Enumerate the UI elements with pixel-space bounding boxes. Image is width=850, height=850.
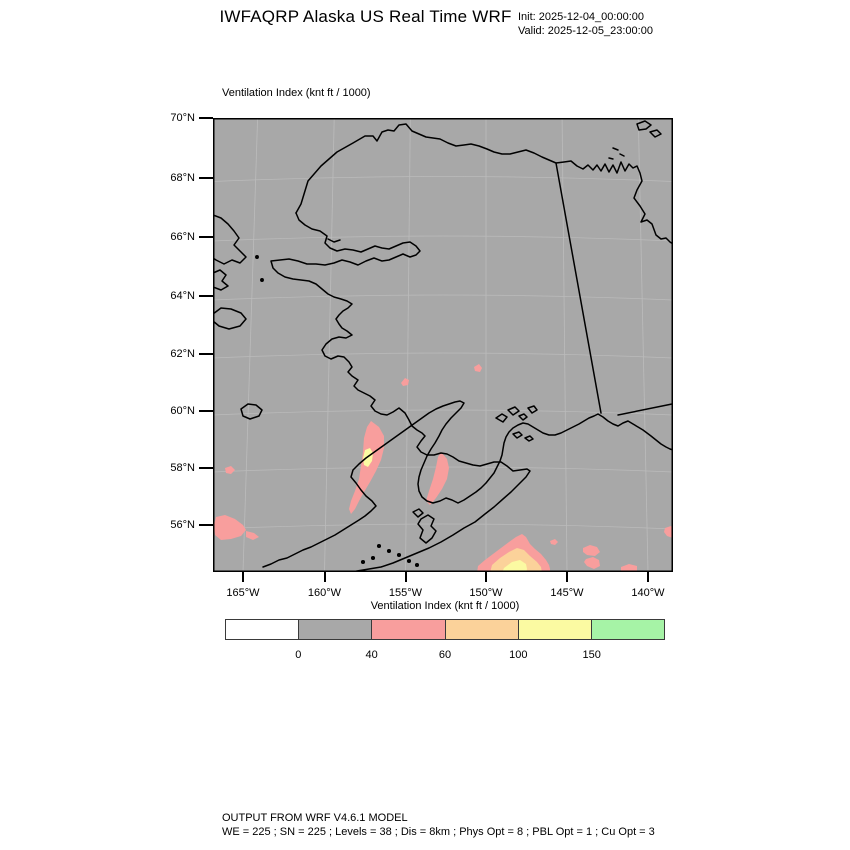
footer-text: OUTPUT FROM WRF V4.6.1 MODEL WE = 225 ; … [222,811,655,839]
vi-region-pink-lobe-b [584,557,600,569]
islet-2 [386,548,392,554]
colorbar-cell [299,620,373,639]
islet-1 [376,543,382,549]
west-coast [270,212,531,572]
page-title: IWFAQRP Alaska US Real Time WRF [219,7,512,26]
lat-tick-label: 58°N [170,462,195,474]
vi-region-pink-fleck [550,539,558,545]
st-lawrence-island [213,307,247,330]
vi-region-orange-south [490,548,542,572]
islet-3 [396,552,402,558]
islet-6 [406,558,412,564]
lat-tick-label: 70°N [170,112,195,124]
lat-tick [199,295,213,297]
lon-tick [323,572,326,582]
colorbar-boundary-label: 100 [509,649,528,661]
footer-line-2: WE = 225 ; SN = 225 ; Levels = 38 ; Dis … [222,826,655,838]
lat-tick [199,524,213,526]
colorbar-boundary-label: 0 [295,649,302,661]
lat-tick [199,176,213,179]
colorbar-cell [372,620,446,639]
vi-region-pink-west-tail [246,531,259,540]
pws-islands [495,405,538,442]
chukotka-coast [213,214,247,265]
vi-region-pink-west [214,515,246,540]
vi-region-yellow-core [363,448,373,467]
lon-tick-label: 140°W [631,587,665,599]
lat-tick [199,353,213,355]
alaska-canada-border [555,162,602,414]
coastlines [213,120,673,572]
pacific-gulf-coast [262,400,673,568]
vi-region-pink-right-edge [664,526,673,538]
sledge-island [260,278,264,282]
lat-tick [199,117,213,119]
vi-region-yellow-south [502,560,527,572]
lon-tick-label: 145°W [550,587,584,599]
alaska-map [213,118,673,572]
lon-tick-label: 160°W [307,587,342,599]
vi-filled-regions [214,364,673,572]
vi-region-pink-dot-2 [474,364,482,372]
lat-tick [199,410,213,412]
map-border [213,118,673,572]
lon-tick-label: 165°W [226,587,260,599]
lat-tick-label: 62°N [170,348,195,360]
afognak-island [412,508,424,518]
field-label: Ventilation Index (knt ft / 1000) [222,87,371,99]
colorbar-cell [445,620,519,639]
footer-line-1: OUTPUT FROM WRF V4.6.1 MODEL [222,812,408,824]
lat-tick-label: 66°N [170,231,195,243]
colorbar-title: Ventilation Index (knt ft / 1000) [370,600,520,612]
vi-region-pink-dot-1 [401,378,409,386]
lon-tick-label: 150°W [469,587,503,599]
colorbar-cell [591,620,665,639]
lon-tick [404,572,407,582]
lon-tick [566,572,568,582]
chukotka-tip [213,269,229,291]
lat-tick [199,467,213,469]
islet-4 [370,555,376,561]
kodiak-island [417,514,437,544]
colorbar-boundary-label: 40 [365,649,378,661]
lon-tick [485,572,487,582]
lon-tick [647,572,649,582]
lat-tick [199,236,213,238]
vi-region-pink-bottom-right [621,564,637,572]
vi-region-pink-shelikof [349,421,384,514]
colorbar-cell [226,620,300,639]
king-island [255,255,259,259]
islet-7 [414,562,420,568]
colorbar-boundary-label: 60 [438,649,452,661]
colorbar-cell [518,620,592,639]
run-info: Init: 2025-12-04_00:00:00 Valid: 2025-12… [518,10,653,38]
mackenzie-dashes [608,147,625,160]
vi-region-pink-lobe-a [583,545,600,556]
arctic-islands [636,120,662,138]
init-time: Init: 2025-12-04_00:00:00 [518,11,644,23]
north-coast [295,123,673,245]
lat-tick-label: 68°N [170,171,195,184]
vi-region-pink-cookinlet [426,452,449,505]
kotzebue-lakes [327,238,341,243]
lat-tick-label: 56°N [170,519,195,531]
lon-tick-label: 155°W [388,587,423,599]
lat-tick-label: 60°N [170,405,195,417]
lat-tick-label: 64°N [170,290,195,302]
vi-region-pink-left-sliver [225,466,235,474]
valid-time: Valid: 2025-12-05_23:00:00 [518,25,653,37]
colorbar [225,619,665,640]
map-canvas [213,118,673,572]
lon-tick [242,572,244,582]
nunivak-island [240,403,263,420]
islet-5 [360,559,366,565]
colorbar-boundary-label: 150 [582,649,601,661]
gulf-border-segment [617,403,673,416]
graticule-lines [213,118,673,572]
